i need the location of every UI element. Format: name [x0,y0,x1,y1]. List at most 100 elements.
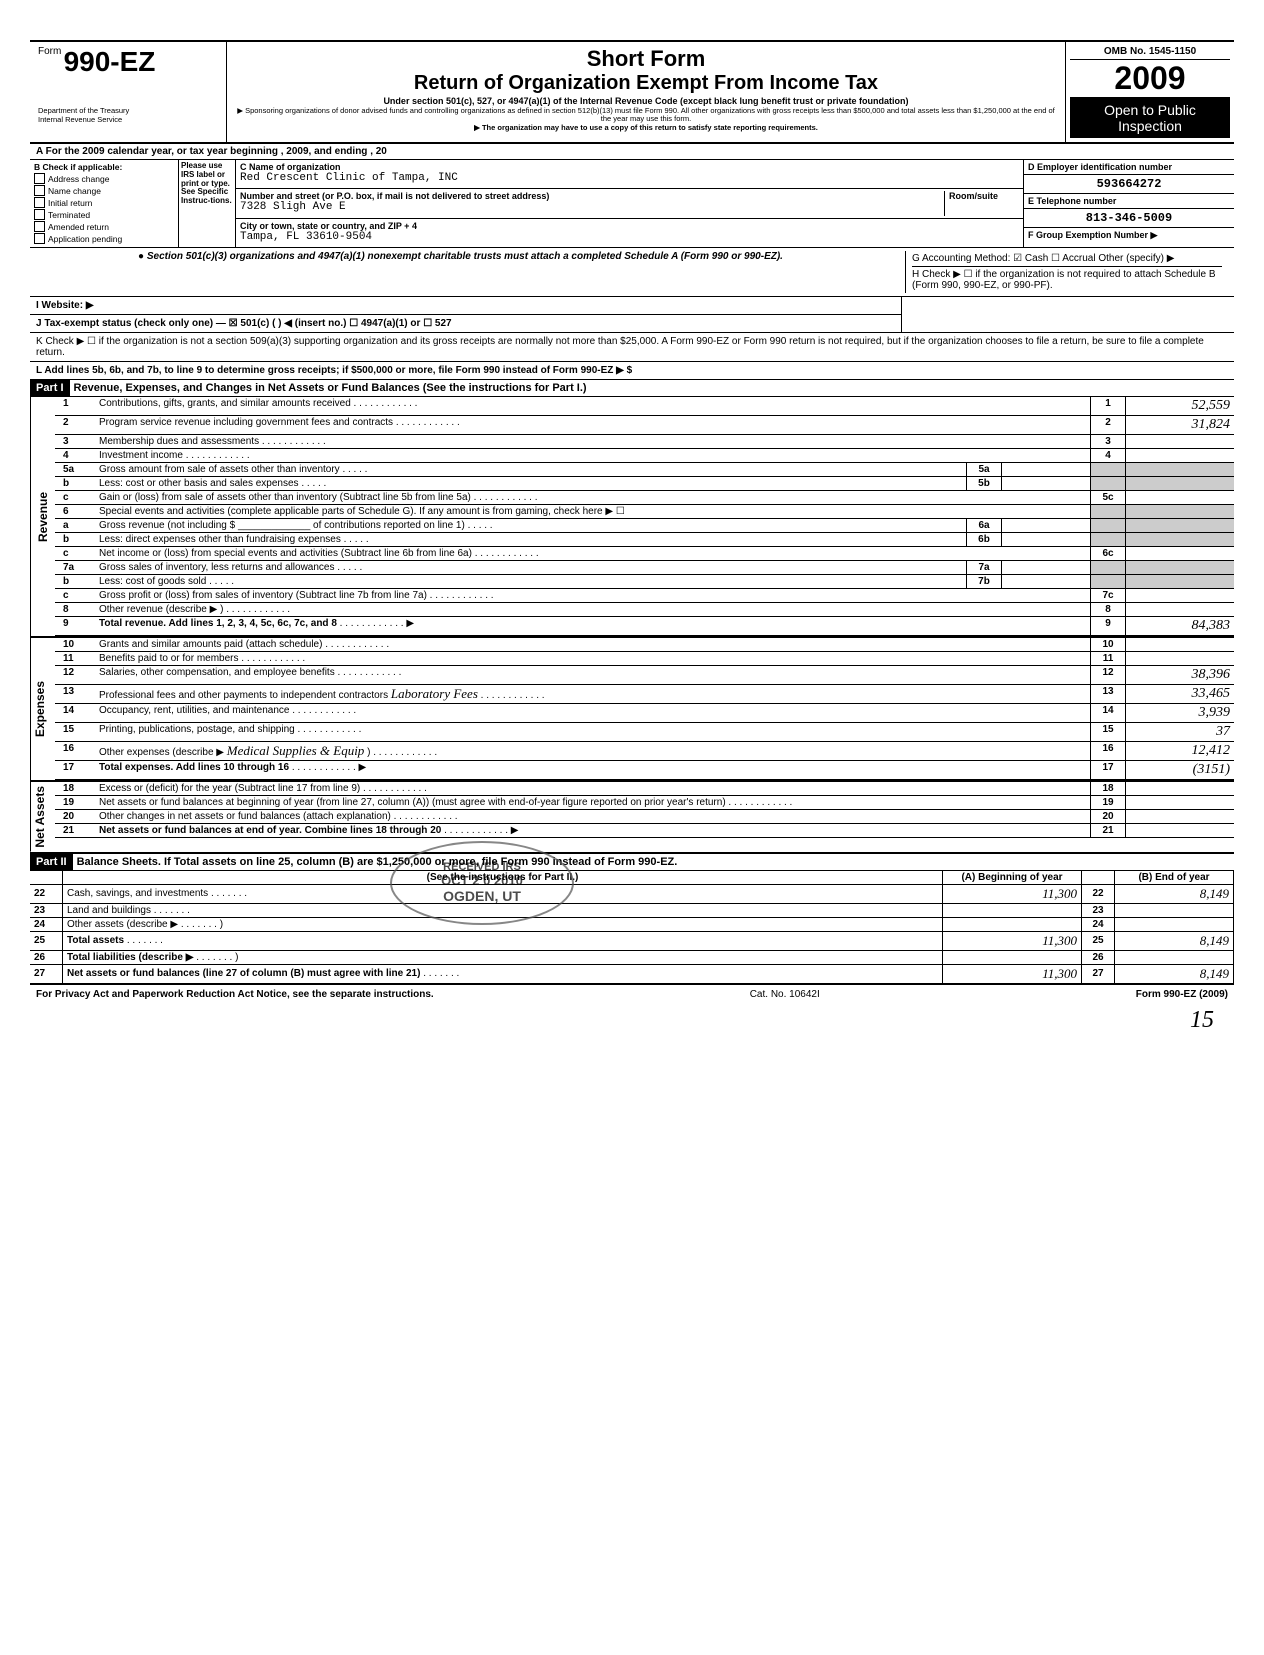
part1-label: Part I [30,380,70,396]
line-b: bLess: cost of goods sold . . . . .7b [55,575,1234,589]
line-14: 14Occupancy, rent, utilities, and mainte… [55,704,1234,723]
stamp-line1: RECEIVED IRS [392,861,572,873]
received-stamp: RECEIVED IRS OCT 2 0 2010 OGDEN, UT [390,841,574,925]
line-20: 20Other changes in net assets or fund ba… [55,810,1234,824]
checkbox-address-change[interactable]: Address change [34,173,174,184]
checkbox-terminated[interactable]: Terminated [34,209,174,220]
addr-label: Number and street (or P.O. box, if mail … [240,191,944,201]
dept-label: Department of the Treasury [38,106,218,115]
stamp-line2: OCT 2 0 2010 [392,873,572,888]
line-19: 19Net assets or fund balances at beginni… [55,796,1234,810]
bal-line-24: 24Other assets (describe ▶ . . . . . . .… [30,917,1234,931]
col-please: Please use IRS label or print or type. S… [179,160,236,247]
page-number: 15 [1190,1007,1214,1034]
ein-value: 593664272 [1024,175,1234,194]
form-label: Form [38,46,61,57]
i-website: I Website: ▶ [30,297,901,315]
line-c: cGross profit or (loss) from sales of in… [55,589,1234,603]
row-a-calendar-year: A For the 2009 calendar year, or tax yea… [30,144,1234,160]
checkbox-initial-return[interactable]: Initial return [34,197,174,208]
l-gross-receipts: L Add lines 5b, 6b, and 7b, to line 9 to… [30,362,1234,380]
subtitle-2: ▶ Sponsoring organizations of donor advi… [235,107,1057,124]
subtitle-1: Under section 501(c), 527, or 4947(a)(1)… [235,96,1057,106]
col-a-header: (A) Beginning of year [943,871,1082,885]
line-18: 18Excess or (deficit) for the year (Subt… [55,782,1234,796]
expenses-vert-label: Expenses [30,638,55,780]
h-check: H Check ▶ ☐ if the organization is not r… [912,266,1222,291]
bal-line-25: 25Total assets . . . . . . . 11,300258,1… [30,931,1234,950]
e-label: E Telephone number [1024,194,1234,209]
footer-cat: Cat. No. 10642I [750,989,820,1000]
netassets-body: Net Assets 18Excess or (deficit) for the… [30,782,1234,854]
j-tax-exempt: J Tax-exempt status (check only one) — ☒… [30,315,901,332]
line-13: 13Professional fees and other payments t… [55,685,1234,704]
header-center: Short Form Return of Organization Exempt… [227,42,1066,142]
line-a: aGross revenue (not including $ ________… [55,519,1234,533]
section-b-f: B Check if applicable: Address changeNam… [30,160,1234,248]
footer-form: Form 990-EZ (2009) [1136,989,1228,1000]
line-21: 21Net assets or fund balances at end of … [55,824,1234,838]
part1-body: Revenue 1Contributions, gifts, grants, a… [30,397,1234,638]
line-1: 1Contributions, gifts, grants, and simil… [55,397,1234,416]
bal-line-27: 27Net assets or fund balances (line 27 o… [30,964,1234,983]
line-b: bLess: direct expenses other than fundra… [55,533,1234,547]
line-c: cNet income or (loss) from special event… [55,547,1234,561]
form-990ez: Form 990-EZ Department of the Treasury I… [30,40,1234,1004]
tax-year: 2009 [1070,60,1230,98]
line-12: 12Salaries, other compensation, and empl… [55,666,1234,685]
phone-value: 813-346-5009 [1024,209,1234,228]
part1-title: Revenue, Expenses, and Changes in Net As… [70,380,1234,396]
part2-title: Balance Sheets. If Total assets on line … [73,854,1234,870]
form-header: Form 990-EZ Department of the Treasury I… [30,40,1234,144]
col-b-checkboxes: B Check if applicable: Address changeNam… [30,160,179,247]
checkbox-amended-return[interactable]: Amended return [34,221,174,232]
bal-line-23: 23Land and buildings . . . . . . . 23 [30,903,1234,917]
line-10: 10Grants and similar amounts paid (attac… [55,638,1234,652]
org-name: Red Crescent Clinic of Tampa, INC [240,172,1019,184]
header-right: OMB No. 1545-1150 2009 Open to Public In… [1066,42,1234,142]
expenses-table: 10Grants and similar amounts paid (attac… [55,638,1234,780]
line-17: 17Total expenses. Add lines 10 through 1… [55,761,1234,780]
city-label: City or town, state or country, and ZIP … [240,221,1019,231]
netassets-vert-label: Net Assets [30,782,55,852]
part2-label: Part II [30,854,73,870]
open-to-public: Open to Public Inspection [1070,98,1230,138]
header-left: Form 990-EZ Department of the Treasury I… [30,42,227,142]
title-short-form: Short Form [235,46,1057,72]
form-footer: For Privacy Act and Paperwork Reduction … [30,984,1234,1004]
line-b: bLess: cost or other basis and sales exp… [55,477,1234,491]
org-city: Tampa, FL 33610-9504 [240,231,1019,243]
row-501c3-g: ● Section 501(c)(3) organizations and 49… [30,248,1234,297]
g-h-block: G Accounting Method: ☑ Cash ☐ Accrual Ot… [905,251,1228,293]
line-16: 16Other expenses (describe ▶ Medical Sup… [55,742,1234,761]
line-2: 2Program service revenue including gover… [55,416,1234,435]
part1-header-row: Part I Revenue, Expenses, and Changes in… [30,380,1234,397]
line-9: 9Total revenue. Add lines 1, 2, 3, 4, 5c… [55,617,1234,636]
footer-privacy: For Privacy Act and Paperwork Reduction … [36,989,434,1000]
bullet-501c3: ● Section 501(c)(3) organizations and 49… [36,251,885,293]
k-check: K Check ▶ ☐ if the organization is not a… [30,333,1234,362]
checkbox-application-pending[interactable]: Application pending [34,233,174,244]
line-8: 8Other revenue (describe ▶ ) . . . . . .… [55,603,1234,617]
revenue-table: 1Contributions, gifts, grants, and simil… [55,397,1234,636]
revenue-vert-label: Revenue [30,397,55,636]
line-7a: 7aGross sales of inventory, less returns… [55,561,1234,575]
form-number: 990-EZ [64,46,156,77]
col-org-info: C Name of organization Red Crescent Clin… [236,160,1023,247]
line-15: 15Printing, publications, postage, and s… [55,723,1234,742]
line-5a: 5aGross amount from sale of assets other… [55,463,1234,477]
netassets-table: 18Excess or (deficit) for the year (Subt… [55,782,1234,838]
omb-number: OMB No. 1545-1150 [1070,46,1230,60]
b-label: B Check if applicable: [34,162,174,172]
stamp-line3: OGDEN, UT [392,888,572,904]
scanned-stamp: SCANNED NOV 0 9 2010 [0,602,1,850]
bal-line-26: 26Total liabilities (describe ▶ . . . . … [30,950,1234,964]
part2-header-row: Part II Balance Sheets. If Total assets … [30,854,1234,871]
balance-sheet-table: (See the instructions for Part II.) (A) … [30,871,1234,984]
col-d-f: D Employer identification number 5936642… [1023,160,1234,247]
org-street: 7328 Sligh Ave E [240,201,944,213]
irs-label: Internal Revenue Service [38,115,218,124]
checkbox-name-change[interactable]: Name change [34,185,174,196]
title-return: Return of Organization Exempt From Incom… [235,72,1057,95]
d-label: D Employer identification number [1024,160,1234,175]
